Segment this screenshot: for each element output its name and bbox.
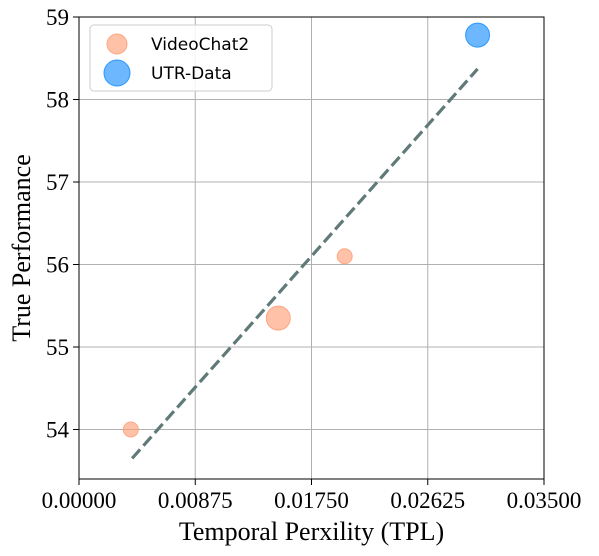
y-axis-title: True Performance [7,154,36,341]
x-tick-label: 0.02625 [390,488,465,513]
y-tick-label: 58 [46,88,69,113]
x-axis-title: Temporal Perxility (TPL) [179,517,444,546]
legend-label-videochat2: VideoChat2 [151,35,249,55]
trend-line [130,67,479,460]
point-videochat2 [336,248,353,265]
y-tick-label: 59 [46,5,69,30]
point-videochat2 [122,421,139,438]
y-tick-label: 55 [46,335,69,360]
x-tick-label: 0.00875 [158,488,233,513]
y-tick-label: 54 [46,418,70,443]
legend-marker-utr-data [103,59,131,87]
legend-box [89,24,273,92]
x-axis-ticks: 0.00000 0.00875 0.01750 0.02625 0.03500 [42,479,582,513]
y-axis-ticks: 54 55 56 57 58 59 [46,5,79,443]
point-videochat2 [265,305,291,331]
x-tick-label: 0.01750 [274,488,349,513]
y-tick-label: 57 [46,170,69,195]
point-utr-data [465,22,491,48]
legend-marker-videochat2 [106,33,128,55]
x-tick-label: 0.00000 [42,488,117,513]
x-tick-label: 0.03500 [507,488,582,513]
y-tick-label: 56 [46,253,69,278]
legend: VideoChat2 UTR-Data [89,24,273,92]
legend-label-utr-data: UTR-Data [151,64,232,84]
data-points [122,22,491,438]
trend-line-group [130,67,479,460]
